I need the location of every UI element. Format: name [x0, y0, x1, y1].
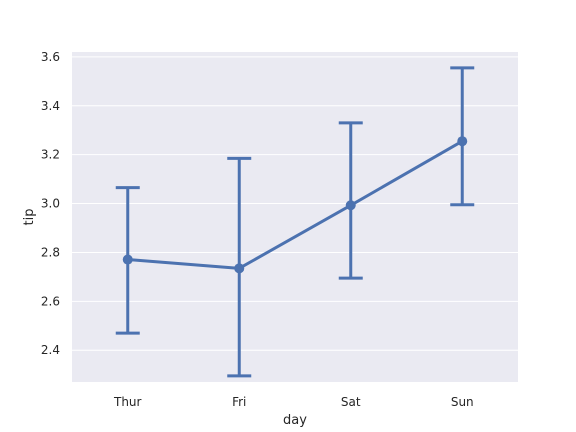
- x-axis-label: day: [283, 413, 307, 428]
- y-tick-label: 2.6: [41, 294, 60, 308]
- series-layer: [115, 66, 475, 378]
- grid-layer: [72, 56, 518, 351]
- series-line: [127, 139, 463, 270]
- y-tick-label: 3.2: [41, 148, 60, 162]
- point-sun: [457, 136, 468, 147]
- x-tick-label: Fri: [232, 395, 246, 409]
- point-fri: [234, 263, 245, 274]
- y-axis-label: tip: [22, 209, 37, 226]
- y-tick-labels: 2.4 2.6 2.8 3.0 3.2 3.4 3.6: [41, 50, 60, 357]
- y-tick-label: 3.6: [41, 50, 60, 64]
- y-tick-label: 3.0: [41, 197, 60, 211]
- point-thur: [122, 254, 133, 265]
- plot-area: [72, 52, 518, 382]
- y-tick-label: 3.4: [41, 99, 60, 113]
- y-tick-label: 2.4: [41, 343, 60, 357]
- x-tick-label: Sun: [451, 395, 474, 409]
- x-tick-label: Thur: [113, 395, 142, 409]
- y-tick-label: 2.8: [41, 245, 60, 259]
- x-tick-label: Sat: [341, 395, 361, 409]
- x-tick-labels: Thur Fri Sat Sun: [113, 395, 474, 409]
- point-sat: [345, 200, 356, 211]
